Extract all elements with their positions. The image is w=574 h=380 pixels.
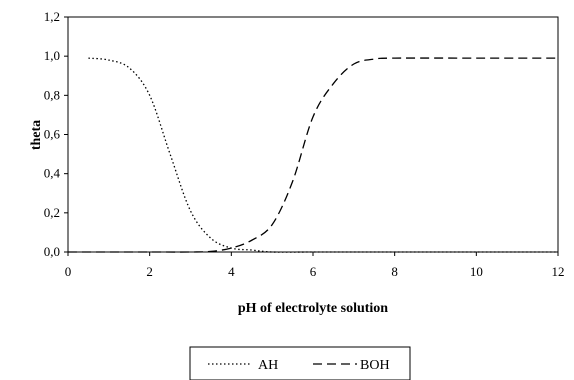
x-axis-title: pH of electrolyte solution [238, 301, 388, 316]
x-tick-label: 8 [391, 264, 398, 279]
series-layer [68, 57, 558, 253]
legend-label-ah: AH [258, 358, 278, 373]
series-line-ah [88, 57, 558, 253]
legend: AH BOH [189, 346, 411, 380]
y-tick-label: 0,6 [44, 127, 61, 142]
plot-area [67, 16, 559, 253]
y-tick-label: 0,0 [44, 244, 60, 259]
x-tick-label: 2 [146, 264, 153, 279]
y-tick-label: 0,4 [44, 166, 61, 181]
y-axis-title: theta [29, 120, 44, 150]
y-axis-ticks: 0,0 0,2 0,4 0,6 0,8 1,0 1,2 [44, 9, 68, 259]
legend-box [189, 346, 411, 380]
x-tick-label: 12 [552, 264, 565, 279]
y-tick-label: 1,2 [44, 9, 60, 24]
legend-label-boh: BOH [360, 358, 390, 373]
x-tick-label: 0 [65, 264, 72, 279]
x-tick-label: 10 [470, 264, 483, 279]
x-tick-label: 6 [310, 264, 317, 279]
x-axis-ticks: 0 2 4 6 8 10 12 [65, 252, 565, 279]
y-tick-label: 1,0 [44, 48, 60, 63]
y-tick-label: 0,8 [44, 87, 60, 102]
x-tick-label: 4 [228, 264, 235, 279]
y-tick-label: 0,2 [44, 205, 60, 220]
